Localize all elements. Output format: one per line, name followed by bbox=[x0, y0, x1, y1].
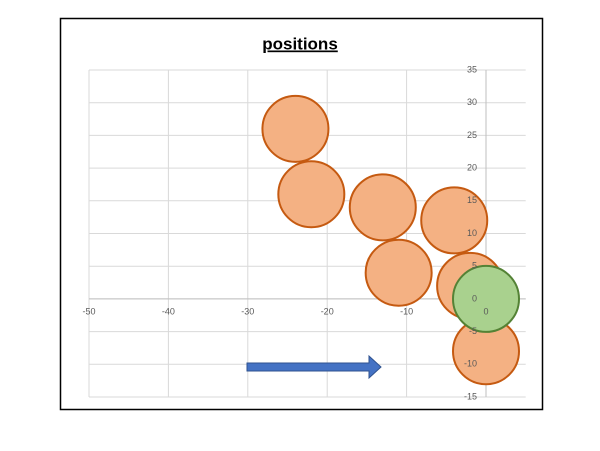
chart-title: positions bbox=[262, 34, 338, 53]
y-tick-label: 0 bbox=[472, 293, 477, 303]
y-tick-label: 35 bbox=[467, 64, 477, 74]
y-tick-label: 20 bbox=[467, 162, 477, 172]
bubble bbox=[261, 94, 330, 163]
x-tick-label: -30 bbox=[241, 306, 254, 316]
y-tick-label: -10 bbox=[464, 359, 477, 369]
x-tick-label: -40 bbox=[162, 306, 175, 316]
arrow-shape bbox=[246, 354, 382, 380]
y-tick-label: -15 bbox=[464, 391, 477, 401]
x-tick-label: -20 bbox=[321, 306, 334, 316]
x-tick-label: -50 bbox=[82, 306, 95, 316]
bubble bbox=[452, 264, 520, 333]
arrow bbox=[246, 354, 382, 380]
x-tick-label: -10 bbox=[400, 306, 413, 316]
y-tick-label: 10 bbox=[467, 228, 477, 238]
y-tick-label: 5 bbox=[472, 261, 477, 271]
bubble bbox=[348, 173, 417, 242]
x-tick-label: 0 bbox=[483, 306, 488, 316]
y-tick-label: 30 bbox=[467, 97, 477, 107]
bubble bbox=[277, 160, 346, 229]
bubble bbox=[364, 238, 433, 307]
y-tick-label: 25 bbox=[467, 130, 477, 140]
y-tick-label: -5 bbox=[469, 326, 477, 336]
y-tick-label: 15 bbox=[467, 195, 477, 205]
bubble bbox=[420, 186, 489, 255]
marks bbox=[261, 94, 520, 386]
